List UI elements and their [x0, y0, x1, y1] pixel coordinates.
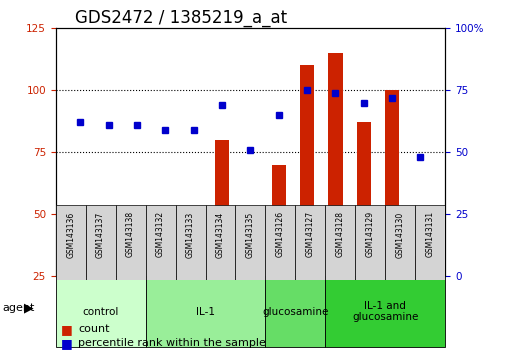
- Text: IL-1: IL-1: [195, 307, 215, 316]
- Text: GSM143126: GSM143126: [275, 211, 284, 257]
- FancyBboxPatch shape: [145, 276, 265, 347]
- Text: GSM143129: GSM143129: [365, 211, 374, 257]
- Text: GSM143138: GSM143138: [126, 211, 135, 257]
- Text: GSM143131: GSM143131: [425, 211, 434, 257]
- Text: glucosamine: glucosamine: [262, 307, 328, 316]
- Text: GSM143137: GSM143137: [96, 211, 105, 257]
- FancyBboxPatch shape: [325, 276, 444, 347]
- Bar: [158, 236, 172, 338]
- FancyBboxPatch shape: [205, 205, 235, 280]
- FancyBboxPatch shape: [85, 205, 115, 280]
- Text: GSM143134: GSM143134: [216, 211, 225, 257]
- Bar: [243, 251, 257, 338]
- FancyBboxPatch shape: [265, 205, 295, 280]
- Bar: [102, 227, 116, 338]
- FancyBboxPatch shape: [56, 276, 145, 347]
- Text: GSM143135: GSM143135: [245, 211, 255, 257]
- Bar: [186, 241, 200, 338]
- Bar: [356, 122, 370, 338]
- Text: GSM143132: GSM143132: [156, 211, 165, 257]
- Bar: [130, 232, 144, 338]
- FancyBboxPatch shape: [385, 205, 415, 280]
- FancyBboxPatch shape: [56, 205, 85, 280]
- Bar: [215, 140, 229, 338]
- Text: GSM143133: GSM143133: [186, 211, 194, 257]
- FancyBboxPatch shape: [355, 205, 385, 280]
- Text: ■: ■: [61, 323, 72, 336]
- Bar: [73, 214, 87, 338]
- Bar: [384, 90, 398, 338]
- FancyBboxPatch shape: [145, 205, 175, 280]
- Text: percentile rank within the sample: percentile rank within the sample: [78, 338, 266, 348]
- Text: count: count: [78, 324, 110, 334]
- Text: GDS2472 / 1385219_a_at: GDS2472 / 1385219_a_at: [75, 9, 287, 27]
- FancyBboxPatch shape: [175, 205, 205, 280]
- FancyBboxPatch shape: [115, 205, 145, 280]
- Bar: [299, 65, 314, 338]
- FancyBboxPatch shape: [295, 205, 325, 280]
- Bar: [271, 165, 285, 338]
- Text: GSM143128: GSM143128: [335, 211, 344, 257]
- Bar: [413, 256, 427, 338]
- Text: IL-1 and
glucosamine: IL-1 and glucosamine: [351, 301, 418, 322]
- FancyBboxPatch shape: [415, 205, 444, 280]
- FancyBboxPatch shape: [235, 205, 265, 280]
- Text: control: control: [82, 307, 119, 316]
- Text: GSM143136: GSM143136: [66, 211, 75, 257]
- Text: ▶: ▶: [24, 302, 34, 314]
- Text: agent: agent: [3, 303, 35, 313]
- Bar: [328, 53, 342, 338]
- Text: GSM143127: GSM143127: [306, 211, 314, 257]
- FancyBboxPatch shape: [325, 205, 355, 280]
- Text: ■: ■: [61, 337, 72, 350]
- Text: GSM143130: GSM143130: [395, 211, 404, 257]
- FancyBboxPatch shape: [265, 276, 325, 347]
